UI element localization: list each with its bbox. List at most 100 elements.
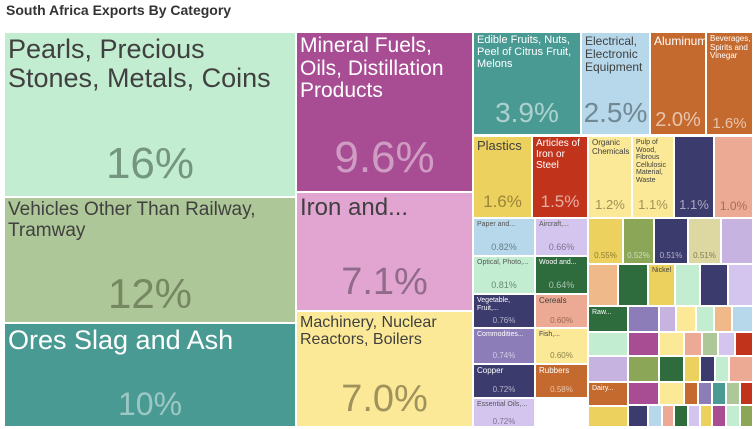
- tile-minor-category[interactable]: [740, 405, 753, 427]
- tile-value: 0.60%: [550, 316, 573, 325]
- tile-value: 0.51%: [659, 251, 683, 260]
- tile-ores-slag-and-ash[interactable]: Ores Slag and Ash 10%: [4, 323, 296, 427]
- tile-minor-category[interactable]: [618, 264, 648, 306]
- tile-minor-category[interactable]: [684, 382, 698, 405]
- tile-minor-category[interactable]: [684, 356, 700, 382]
- tile-minor-category[interactable]: [684, 332, 702, 356]
- tile-minor-category[interactable]: [688, 405, 700, 427]
- tile-minor-category[interactable]: [728, 264, 753, 306]
- tile-mineral-fuels-oils-distillation-products[interactable]: Mineral Fuels, Oils, Distillation Produc…: [296, 32, 473, 192]
- tile-value: 12%: [107, 270, 193, 317]
- tile-value: 0.52%: [627, 251, 650, 260]
- tile-beverages-spirits-and-vinegar[interactable]: Beverages, Spirits and Vinegar 1.6%: [706, 32, 753, 135]
- tile-value: 16%: [105, 139, 195, 188]
- tile-minor-category[interactable]: [659, 356, 684, 382]
- tile-minor-category[interactable]: [700, 405, 712, 427]
- tile-nickel[interactable]: Nickel: [648, 264, 675, 306]
- tile-vegetable-fruit[interactable]: Vegetable, Fruit,... 0.76%: [473, 294, 535, 328]
- tile-vehicles-other-than-railway-tramway[interactable]: Vehicles Other Than Railway, Tramway 12%: [4, 197, 296, 323]
- tile-minor-category[interactable]: [732, 306, 753, 332]
- tile-minor-category[interactable]: [726, 382, 740, 405]
- tile-edible-fruits-nuts-peel-of-citrus-fruit-melons[interactable]: Edible Fruits, Nuts, Peel of Citrus Frui…: [473, 32, 581, 135]
- tile-pulp-of-wood-fibrous-cellulosic-material-waste[interactable]: Pulp of Wood, Fibrous Cellulosic Materia…: [632, 136, 674, 218]
- tile-minor-category[interactable]: [659, 306, 676, 332]
- tile-minor-category[interactable]: [659, 382, 684, 405]
- tile-minor-category[interactable]: [715, 356, 729, 382]
- tile-label: Beverages, Spirits and Vinegar: [710, 34, 751, 61]
- tile-essential-oils[interactable]: Essential Oils,... 0.72%: [473, 398, 535, 427]
- tile-minor-category[interactable]: [729, 356, 753, 382]
- tile-label: Aircraft,...: [539, 221, 569, 228]
- tile-minor-category[interactable]: [726, 405, 740, 427]
- tile-commodities[interactable]: Commodities... 0.74%: [473, 328, 535, 364]
- tile-label: Vehicles Other Than Railway, Tramway: [8, 199, 256, 241]
- tile-value: 0.64%: [548, 280, 575, 290]
- tile-minor-category[interactable]: [628, 382, 659, 405]
- tile-articles-of-iron-or-steel[interactable]: Articles of Iron or Steel 1.5%: [532, 136, 588, 218]
- tile-minor-category[interactable]: [588, 332, 628, 356]
- tile-category-30[interactable]: 0.51%: [654, 218, 688, 264]
- tile-minor-category[interactable]: [698, 382, 712, 405]
- tile-label: Cereals: [539, 296, 567, 305]
- tile-wood-and[interactable]: Wood and... 0.64%: [535, 256, 588, 294]
- tile-label: Fish,...: [539, 331, 561, 338]
- tile-value: 1.1%: [638, 197, 668, 212]
- tile-optical-photo[interactable]: Optical, Photo,... 0.81%: [473, 256, 535, 294]
- tile-category-15[interactable]: 1.1%: [674, 136, 714, 218]
- tile-minor-category[interactable]: [588, 264, 618, 306]
- tile-minor-category[interactable]: [588, 356, 628, 382]
- tile-machinery-nuclear-reactors-boilers[interactable]: Machinery, Nuclear Reactors, Boilers 7.0%: [296, 311, 473, 427]
- tile-label: Articles of Iron or Steel: [536, 138, 580, 171]
- tile-category-29[interactable]: 0.52%: [623, 218, 654, 264]
- tile-value: 0.55%: [594, 251, 617, 260]
- tile-minor-category[interactable]: [628, 332, 659, 356]
- tile-minor-category[interactable]: [702, 332, 718, 356]
- tile-minor-category[interactable]: [735, 332, 753, 356]
- tile-value: 0.76%: [492, 316, 516, 325]
- tile-dairy[interactable]: Dairy...: [588, 382, 628, 406]
- tile-minor-category[interactable]: [648, 405, 662, 427]
- tile-category-31[interactable]: 0.51%: [688, 218, 721, 264]
- tile-pearls-precious-stones-metals-coins[interactable]: Pearls, Precious Stones, Metals, Coins 16…: [4, 32, 296, 197]
- tile-minor-category[interactable]: [588, 406, 628, 427]
- tile-category-28[interactable]: 0.55%: [588, 218, 623, 264]
- tile-value: 0.81%: [491, 280, 517, 290]
- tile-copper[interactable]: Copper 0.72%: [473, 364, 535, 398]
- tile-minor-category[interactable]: [712, 382, 726, 405]
- tile-iron-and[interactable]: Iron and... 7.1%: [296, 192, 473, 311]
- tile-minor-category[interactable]: [721, 218, 753, 264]
- tile-paper-and[interactable]: Paper and... 0.82%: [473, 218, 535, 256]
- tile-minor-category[interactable]: [662, 405, 674, 427]
- tile-label: Vegetable, Fruit,...: [477, 297, 511, 312]
- tile-value: 7.0%: [341, 378, 428, 420]
- tile-rubbers[interactable]: Rubbers 0.58%: [535, 364, 588, 398]
- tile-minor-category[interactable]: [659, 332, 684, 356]
- tile-label: Paper and...: [477, 221, 516, 228]
- tile-plastics[interactable]: Plastics 1.6%: [473, 136, 532, 218]
- tile-aluminum[interactable]: Aluminum 2.0%: [650, 32, 706, 135]
- tile-minor-category[interactable]: [674, 405, 688, 427]
- tile-minor-category[interactable]: [696, 306, 714, 332]
- tile-minor-category[interactable]: [628, 405, 648, 427]
- tile-label: Organic Chemicals: [592, 138, 630, 156]
- tile-raw[interactable]: Raw...: [588, 306, 628, 332]
- tile-minor-category[interactable]: [712, 405, 726, 427]
- tile-organic-chemicals[interactable]: Organic Chemicals 1.2%: [588, 136, 632, 218]
- tile-minor-category[interactable]: [700, 264, 728, 306]
- tile-minor-category[interactable]: [740, 382, 753, 405]
- tile-minor-category[interactable]: [628, 306, 659, 332]
- tile-category-16[interactable]: 1.0%: [714, 136, 753, 218]
- tile-electrical-electronic-equipment[interactable]: Electrical, Electronic Equipment 2.5%: [581, 32, 650, 135]
- tile-minor-category[interactable]: [700, 356, 715, 382]
- tile-minor-category[interactable]: [714, 306, 732, 332]
- tile-label: Raw...: [592, 309, 612, 316]
- tile-minor-category[interactable]: [675, 264, 700, 306]
- tile-minor-category[interactable]: [676, 306, 696, 332]
- tile-fish[interactable]: Fish,... 0.60%: [535, 328, 588, 364]
- tile-aircraft[interactable]: Aircraft,... 0.66%: [535, 218, 588, 256]
- tile-label: Essential Oils,...: [477, 401, 528, 408]
- tile-cereals[interactable]: Cereals 0.60%: [535, 294, 588, 328]
- tile-label: Optical, Photo,...: [477, 259, 529, 266]
- tile-minor-category[interactable]: [718, 332, 735, 356]
- tile-minor-category[interactable]: [628, 356, 659, 382]
